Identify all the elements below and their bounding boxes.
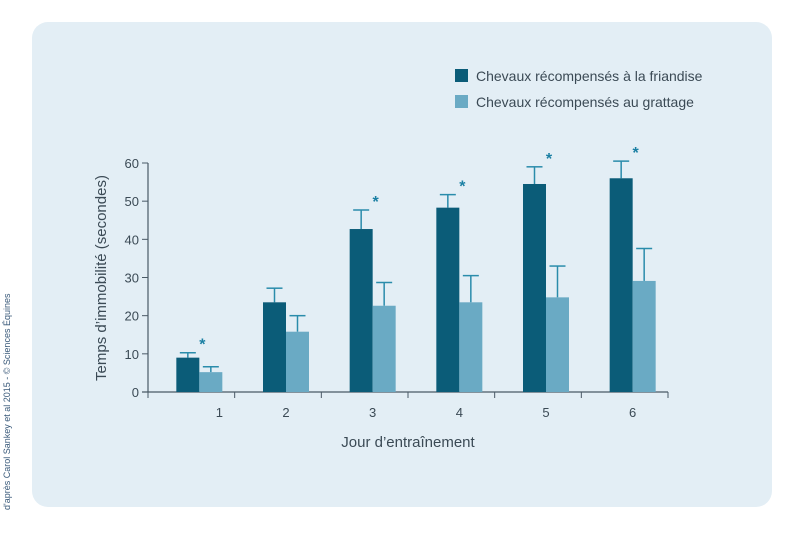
x-tick-label: 5 bbox=[542, 405, 549, 420]
y-tick-label: 60 bbox=[125, 156, 139, 171]
bar-grattage-day-2 bbox=[286, 331, 309, 392]
x-tick-label: 3 bbox=[369, 405, 376, 420]
bar-friandise-day-2 bbox=[263, 302, 286, 392]
significance-marker: * bbox=[546, 151, 553, 168]
legend-label-friandise: Chevaux récompensés à la friandise bbox=[476, 68, 703, 84]
legend-swatch-grattage bbox=[455, 95, 468, 108]
bar-friandise-day-6 bbox=[609, 178, 633, 392]
x-tick-label: 2 bbox=[282, 405, 289, 420]
y-tick-label: 0 bbox=[132, 385, 139, 400]
x-tick-label: 6 bbox=[629, 405, 636, 420]
y-tick-label: 30 bbox=[125, 271, 139, 286]
x-axis-label: Jour d’entraînement bbox=[341, 434, 475, 451]
significance-marker: * bbox=[373, 194, 380, 211]
bar-friandise-day-3 bbox=[349, 229, 373, 392]
bar-grattage-day-5 bbox=[546, 297, 569, 392]
bar-grattage-day-1 bbox=[199, 372, 223, 392]
y-tick-label: 40 bbox=[125, 232, 139, 247]
x-tick-label: 4 bbox=[456, 405, 463, 420]
legend-swatch-friandise bbox=[455, 69, 468, 82]
bar-grattage-day-6 bbox=[632, 280, 656, 392]
bar-grattage-day-4 bbox=[459, 302, 483, 392]
significance-marker: * bbox=[459, 179, 466, 196]
legend-label-grattage: Chevaux récompensés au grattage bbox=[476, 94, 694, 110]
significance-marker: * bbox=[199, 337, 206, 354]
chart-card bbox=[32, 22, 772, 507]
y-tick-label: 10 bbox=[125, 347, 139, 362]
bar-grattage-day-3 bbox=[372, 305, 396, 392]
significance-marker: * bbox=[633, 145, 640, 162]
legend: Chevaux récompensés à la friandise Cheva… bbox=[455, 68, 703, 110]
bar-friandise-day-1 bbox=[176, 357, 200, 392]
y-tick-label: 50 bbox=[125, 194, 139, 209]
y-axis-label: Temps d’immobilité (secondes) bbox=[93, 175, 110, 381]
bar-friandise-day-5 bbox=[523, 183, 546, 392]
bar-friandise-day-4 bbox=[436, 207, 460, 392]
x-tick-label: 1 bbox=[216, 405, 223, 420]
y-tick-label: 20 bbox=[125, 309, 139, 324]
